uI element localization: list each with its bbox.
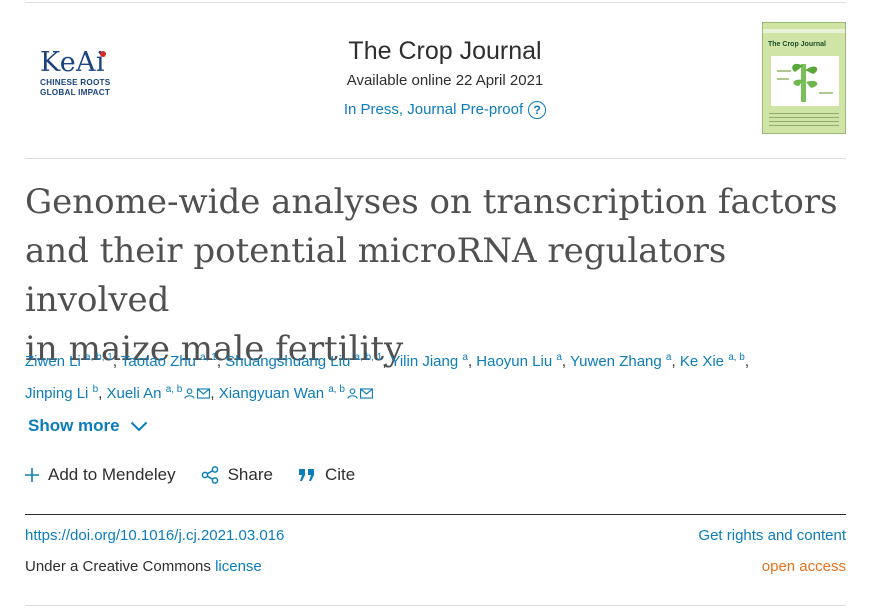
author-link[interactable]: Haoyun Liu a <box>476 352 562 370</box>
article-actions: Add to Mendeley Share Cite <box>25 465 380 485</box>
author-link[interactable]: Ke Xie a, b <box>679 352 745 370</box>
bottom-divider <box>25 605 846 606</box>
publisher-logo[interactable]: KeAi CHINESE ROOTS GLOBAL IMPACT <box>40 48 120 98</box>
get-rights-link[interactable]: Get rights and content <box>698 527 846 544</box>
in-press-label[interactable]: In Press, Journal Pre-proof <box>343 101 524 118</box>
mail-icon[interactable] <box>359 388 373 399</box>
title-line-3: in maize male fertility <box>25 329 404 369</box>
add-to-mendeley-button[interactable]: Add to Mendeley <box>25 465 176 485</box>
cover-title: The Crop Journal <box>768 41 826 48</box>
show-more-button[interactable]: Show more <box>28 416 148 436</box>
doi-url[interactable]: https://doi.org/10.1016/j.cj.2021.03.016 <box>25 527 285 544</box>
journal-title[interactable]: The Crop Journal <box>348 37 542 65</box>
top-divider <box>25 2 846 3</box>
author-link[interactable]: Taotao Zhu a, 1 <box>120 352 217 370</box>
add-to-mendeley-label[interactable]: Add to Mendeley <box>48 465 176 484</box>
title-line-1: Genome-wide analyses on transcription fa… <box>25 182 838 222</box>
license-line: Under a Creative Commons license <box>25 558 262 575</box>
journal-cover-image[interactable]: The Crop Journal <box>762 22 846 134</box>
doi-link[interactable]: https://doi.org/10.1016/j.cj.2021.03.016 <box>25 527 284 544</box>
cover-band <box>763 29 845 33</box>
cover-illustration <box>771 56 839 106</box>
in-press-status[interactable]: In Press, Journal Pre-proof ? <box>343 99 547 121</box>
publisher-tagline-2: GLOBAL IMPACT <box>40 88 111 97</box>
author-link[interactable]: Jinping Li b <box>25 384 99 402</box>
doi-divider <box>25 514 846 515</box>
cite-label[interactable]: Cite <box>324 465 356 484</box>
question-circle-icon[interactable]: ? <box>528 101 547 119</box>
author-link[interactable]: Yuwen Zhang a <box>569 352 672 370</box>
license-link[interactable]: license <box>215 558 262 575</box>
cite-button[interactable]: Cite <box>298 465 355 485</box>
author-link[interactable]: Xiangyuan Wan a, b <box>219 384 373 402</box>
author-link[interactable]: Shuangshuang Liu a, b, 1 <box>225 352 383 370</box>
author-link[interactable]: Xueli An a, b <box>106 384 211 402</box>
show-more-label[interactable]: Show more <box>28 416 120 435</box>
plus-icon[interactable] <box>25 468 39 482</box>
header-divider <box>25 158 846 159</box>
person-icon <box>184 388 196 399</box>
quote-icon[interactable] <box>298 468 316 482</box>
journal-header: The Crop Journal Available online 22 Apr… <box>300 33 590 121</box>
chevron-down-icon[interactable] <box>130 421 148 432</box>
author-link[interactable]: Yilin Jiang a <box>390 352 468 370</box>
open-access-badge: open access <box>761 558 846 575</box>
author-link[interactable]: Ziwen Li a, b, 1 <box>25 352 113 370</box>
title-line-2: and their potential microRNA regulators … <box>25 231 727 320</box>
person-icon <box>347 388 358 399</box>
publisher-brand: KeAi <box>40 47 105 78</box>
share-button[interactable]: Share <box>201 465 273 485</box>
publisher-tagline-1: CHINESE ROOTS <box>40 78 111 87</box>
share-icon[interactable] <box>201 466 219 484</box>
author-list: Ziwen Li a, b, 1, Taotao Zhu a, 1, Shuan… <box>25 352 750 402</box>
cover-text-lines <box>769 113 839 127</box>
logo-dot-icon <box>100 51 106 57</box>
available-online-date: Available online 22 April 2021 <box>346 72 544 89</box>
license-prefix: Under a Creative Commons <box>25 558 211 575</box>
mail-icon[interactable] <box>197 388 211 399</box>
article-title: Genome-wide analyses on transcription fa… <box>25 178 855 374</box>
share-label[interactable]: Share <box>227 465 273 484</box>
